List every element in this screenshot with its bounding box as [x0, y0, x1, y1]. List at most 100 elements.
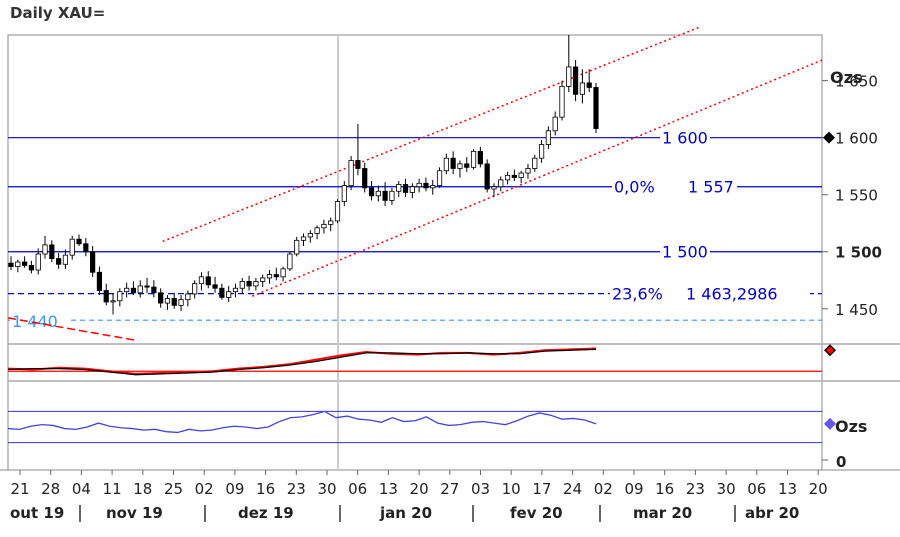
candle-body	[389, 190, 395, 201]
candle-body	[266, 274, 273, 279]
candle-body	[158, 292, 164, 304]
candle	[457, 160, 463, 178]
candle	[389, 187, 395, 205]
candle	[253, 277, 259, 291]
fib-label: 0,0%	[614, 178, 655, 197]
candle-body	[280, 268, 286, 278]
candle-body	[348, 160, 354, 186]
candle	[273, 267, 279, 281]
month-label: nov 19	[106, 504, 163, 522]
candle	[314, 225, 320, 240]
candle	[62, 249, 69, 269]
candle	[212, 276, 218, 293]
level-label-bg	[10, 312, 68, 331]
x-tick-label: 23	[686, 480, 705, 498]
candle-body	[69, 238, 75, 256]
candle-body	[532, 157, 538, 169]
candle	[525, 163, 531, 179]
candle-body	[35, 253, 41, 271]
candle	[423, 177, 429, 192]
candle	[464, 157, 470, 172]
candle	[103, 283, 109, 306]
candle	[566, 35, 572, 93]
candle	[498, 176, 504, 192]
candle-body	[355, 160, 361, 169]
candle-body	[382, 190, 388, 201]
candle-body	[22, 261, 28, 266]
candle	[538, 139, 545, 163]
x-tick-label: 28	[41, 480, 60, 498]
x-tick-label: 11	[103, 480, 122, 498]
candle-body	[185, 293, 191, 301]
candle	[178, 295, 184, 312]
candle-body	[246, 280, 252, 287]
y-tick-label: 1 650	[835, 73, 878, 91]
candle	[511, 169, 517, 182]
candle-body	[8, 262, 14, 267]
candle	[49, 240, 55, 263]
x-tick-label: 30	[317, 480, 336, 498]
candle-body	[470, 150, 477, 168]
candle	[477, 146, 483, 168]
x-tick-label: 10	[502, 480, 521, 498]
candle	[416, 178, 422, 193]
x-tick-label: 09	[225, 480, 244, 498]
candle	[287, 251, 293, 272]
x-tick-label: 25	[164, 480, 183, 498]
x-tick-label: 03	[471, 480, 490, 498]
candle-body	[219, 287, 225, 298]
candle	[532, 154, 538, 172]
candle	[42, 235, 48, 259]
last-value-marker	[823, 131, 835, 144]
candle-body	[253, 280, 259, 287]
candle-body	[124, 287, 130, 293]
candle-body	[334, 201, 341, 222]
rsi-marker	[824, 417, 836, 430]
candle-body	[579, 82, 585, 95]
oscillator-panel	[7, 344, 836, 376]
candle	[232, 283, 239, 298]
candle	[83, 238, 89, 257]
x-tick-label: 23	[287, 480, 306, 498]
oscillator-marker-inner	[826, 346, 834, 355]
candle	[246, 275, 252, 291]
candle	[239, 277, 245, 294]
candle-body	[294, 239, 300, 255]
level-label-bg	[660, 128, 710, 147]
candle	[572, 60, 579, 102]
candle-body	[232, 287, 239, 293]
candle-body	[110, 300, 116, 303]
candle-body	[450, 157, 456, 169]
trend-channel	[7, 26, 823, 342]
candle	[375, 185, 381, 202]
level-label: 1 500	[662, 243, 708, 262]
old-trend-line	[7, 317, 139, 342]
candle-body	[559, 85, 565, 118]
candle-body	[504, 174, 511, 181]
candlestick-series	[8, 35, 599, 315]
candle	[8, 256, 14, 270]
level-label-bg	[610, 284, 810, 303]
candle-body	[117, 291, 123, 302]
x-tick-label: 17	[532, 480, 551, 498]
candle-body	[212, 284, 218, 289]
month-label: dez 19	[238, 504, 294, 522]
candle-body	[287, 253, 293, 270]
x-tick-label: 21	[10, 480, 29, 498]
candle-body	[137, 285, 143, 294]
x-tick-label: 09	[624, 480, 643, 498]
candle	[219, 283, 225, 300]
horizontal-levels: 1 600 0,0% 1 557 1 500 23,6% 1 463,2986 1 440	[8, 128, 822, 331]
month-label: mar 20	[633, 504, 692, 522]
candle	[552, 111, 558, 136]
level-label: 1 440	[12, 312, 58, 331]
x-tick-label: 16	[256, 480, 275, 498]
candle	[545, 126, 551, 150]
candle-body	[552, 116, 558, 132]
oscillator-line-red	[7, 347, 597, 375]
x-tick-label: 04	[72, 480, 91, 498]
x-tick-label: 13	[379, 480, 398, 498]
x-tick-label: 20	[809, 480, 828, 498]
candle	[504, 171, 511, 185]
candle-body	[83, 243, 89, 253]
